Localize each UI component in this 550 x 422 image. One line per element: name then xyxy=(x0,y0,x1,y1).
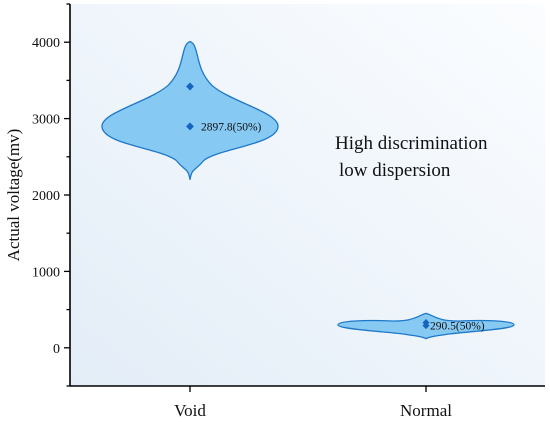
violin-layer: 2897.8(50%) 290.5(50%) xyxy=(101,40,515,340)
y-tick-label: 0 xyxy=(53,342,60,357)
median-marker-normal xyxy=(422,322,430,330)
annotation-line-1: High discrimination xyxy=(335,133,488,154)
y-tick-label: 3000 xyxy=(32,113,60,128)
median-label-void: 2897.8(50%) xyxy=(201,121,262,133)
x-tick-label: Void xyxy=(174,401,206,420)
y-tick-label: 2000 xyxy=(32,189,60,204)
annotation-line-2: low dispersion xyxy=(339,160,451,181)
y-axis-title: Actual voltage(mv) xyxy=(4,129,23,262)
y-tick-label: 1000 xyxy=(32,265,60,280)
y-tick-label: 4000 xyxy=(32,36,60,51)
median-label-normal: 290.5(50%) xyxy=(430,321,485,333)
x-tick-label: Normal xyxy=(400,401,452,420)
violin-void xyxy=(101,40,279,180)
axes-layer: 0 1000 2000 3000 4000 Void Normal xyxy=(32,3,545,420)
